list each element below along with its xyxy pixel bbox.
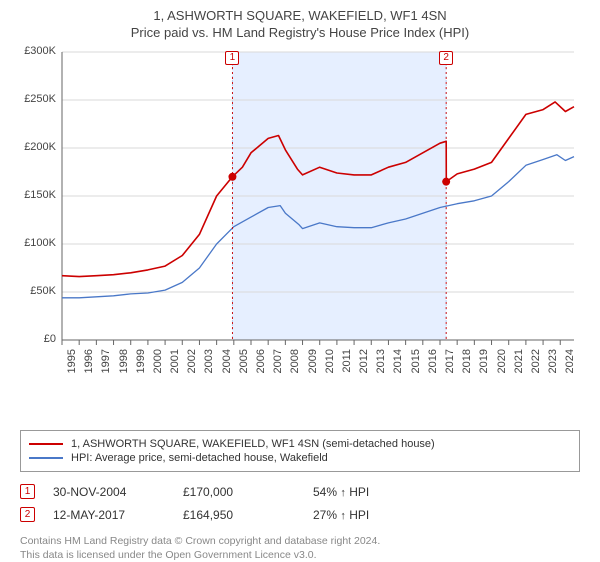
x-axis-label: 2013: [375, 349, 387, 389]
sale-hpi-delta: 27% ↑ HPI: [313, 508, 403, 522]
x-axis-label: 2004: [221, 349, 233, 389]
sales-table: 1 30-NOV-2004£170,00054% ↑ HPI 2 12-MAY-201…: [20, 480, 580, 526]
x-axis-label: 2017: [444, 349, 456, 389]
legend-item: HPI: Average price, semi-detached house,…: [29, 451, 571, 465]
x-axis-label: 2021: [513, 349, 525, 389]
legend-swatch: [29, 443, 63, 445]
sale-date: 12-MAY-2017: [53, 508, 183, 522]
legend: 1, ASHWORTH SQUARE, WAKEFIELD, WF1 4SN (…: [20, 430, 580, 472]
x-axis-label: 2019: [478, 349, 490, 389]
x-axis-label: 2006: [255, 349, 267, 389]
x-axis-label: 2018: [461, 349, 473, 389]
x-axis-label: 2022: [530, 349, 542, 389]
x-axis-label: 2002: [186, 349, 198, 389]
arrow-up-icon: ↑: [340, 510, 346, 522]
x-axis-label: 2016: [427, 349, 439, 389]
x-axis-label: 2000: [152, 349, 164, 389]
x-axis-label: 2020: [496, 349, 508, 389]
sale-date: 30-NOV-2004: [53, 485, 183, 499]
y-axis-label: £50K: [16, 285, 56, 297]
x-axis-label: 1996: [83, 349, 95, 389]
sale-row: 1 30-NOV-2004£170,00054% ↑ HPI: [20, 480, 580, 503]
sale-hpi-delta: 54% ↑ HPI: [313, 485, 403, 499]
sale-price: £170,000: [183, 485, 313, 499]
line-chart-svg: [20, 46, 580, 386]
x-axis-label: 2011: [341, 349, 353, 389]
x-axis-label: 1999: [135, 349, 147, 389]
sale-number-box: 1: [20, 484, 35, 499]
y-axis-label: £100K: [16, 237, 56, 249]
sale-marker-box: 1: [225, 51, 239, 65]
x-axis-label: 1998: [118, 349, 130, 389]
x-axis-label: 2010: [324, 349, 336, 389]
sale-marker-box: 2: [439, 51, 453, 65]
y-axis-label: £250K: [16, 93, 56, 105]
chart-title: 1, ASHWORTH SQUARE, WAKEFIELD, WF1 4SN: [20, 8, 580, 23]
arrow-up-icon: ↑: [340, 487, 346, 499]
chart-area: £0£50K£100K£150K£200K£250K£300K199519961…: [20, 46, 580, 386]
footer-attribution: Contains HM Land Registry data © Crown c…: [20, 534, 580, 562]
x-axis-label: 2007: [272, 349, 284, 389]
legend-label: HPI: Average price, semi-detached house,…: [71, 452, 328, 464]
chart-header: 1, ASHWORTH SQUARE, WAKEFIELD, WF1 4SN P…: [20, 8, 580, 40]
x-axis-label: 1995: [66, 349, 78, 389]
sale-price: £164,950: [183, 508, 313, 522]
legend-item: 1, ASHWORTH SQUARE, WAKEFIELD, WF1 4SN (…: [29, 437, 571, 451]
x-axis-label: 2024: [564, 349, 576, 389]
x-axis-label: 2023: [547, 349, 559, 389]
x-axis-label: 2014: [392, 349, 404, 389]
x-axis-label: 2001: [169, 349, 181, 389]
x-axis-label: 2015: [410, 349, 422, 389]
x-axis-label: 1997: [100, 349, 112, 389]
footer-line-1: Contains HM Land Registry data © Crown c…: [20, 534, 580, 548]
legend-label: 1, ASHWORTH SQUARE, WAKEFIELD, WF1 4SN (…: [71, 438, 435, 450]
x-axis-label: 2005: [238, 349, 250, 389]
x-axis-label: 2008: [289, 349, 301, 389]
y-axis-label: £200K: [16, 141, 56, 153]
x-axis-label: 2009: [307, 349, 319, 389]
y-axis-label: £0: [16, 333, 56, 345]
y-axis-label: £300K: [16, 45, 56, 57]
sale-row: 2 12-MAY-2017£164,95027% ↑ HPI: [20, 503, 580, 526]
y-axis-label: £150K: [16, 189, 56, 201]
legend-swatch: [29, 457, 63, 459]
chart-subtitle: Price paid vs. HM Land Registry's House …: [20, 25, 580, 40]
sale-number-box: 2: [20, 507, 35, 522]
x-axis-label: 2012: [358, 349, 370, 389]
x-axis-label: 2003: [203, 349, 215, 389]
